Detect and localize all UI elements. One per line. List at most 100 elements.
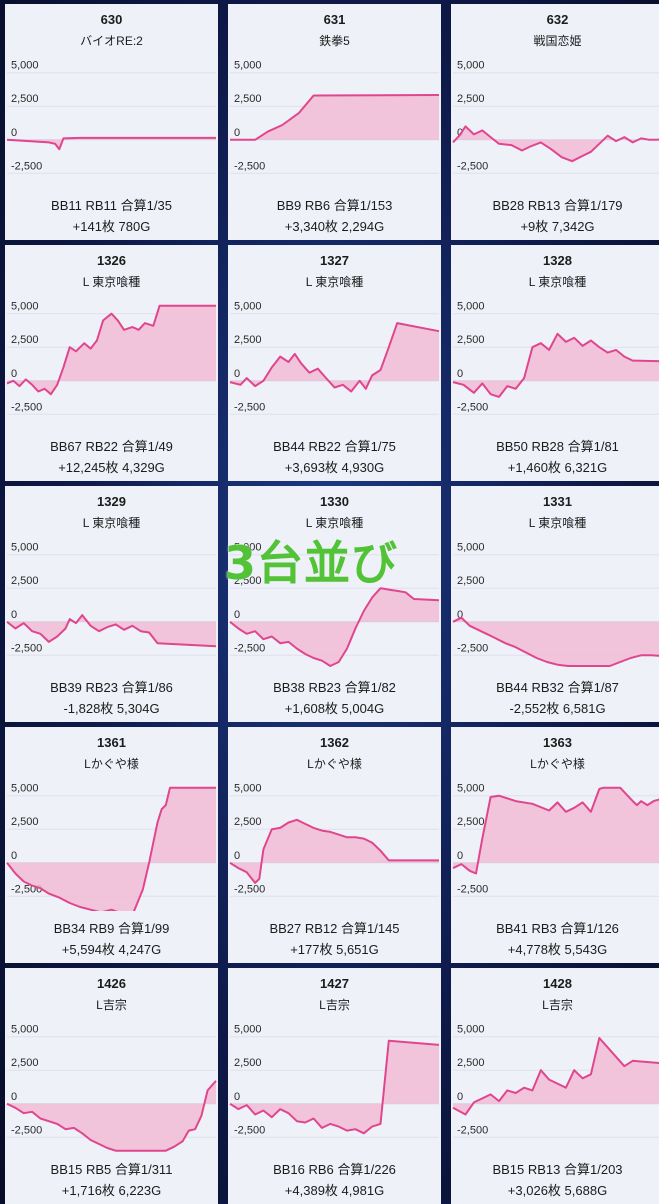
series-line bbox=[229, 322, 440, 393]
machine-card[interactable]: 1363 Lかぐや様 5,000 2,500 0 -2,500 BB41 RB3 合算1/1… bbox=[451, 727, 659, 963]
machine-card[interactable]: 1427 L吉宗 5,000 2,500 0 -2,500 BB16 RB6 合算1/226… bbox=[228, 968, 441, 1204]
machine-name: Lかぐや様 bbox=[530, 757, 585, 771]
result-stats: +1,716枚 6,223G bbox=[61, 1183, 162, 1198]
series-area bbox=[7, 137, 216, 150]
result-stats: +4,778枚 5,543G bbox=[507, 942, 608, 957]
machine-number: 1427 bbox=[320, 976, 349, 991]
y-tick-label: 2,500 bbox=[234, 816, 262, 828]
y-tick-label: 0 bbox=[234, 609, 240, 621]
result-stats: +9枚 7,342G bbox=[520, 219, 595, 234]
machine-card[interactable]: 630 バイオRE:2 5,000 2,500 0 -2,500 BB11 RB11 合算1… bbox=[5, 4, 218, 240]
machine-card[interactable]: 1331 L 東京喰種 5,000 2,500 0 -2,500 BB44 RB32 合算1… bbox=[451, 486, 659, 722]
y-tick-label: 5,000 bbox=[11, 301, 39, 313]
bonus-stats: BB38 RB23 合算1/82 bbox=[273, 680, 396, 695]
machine-number: 1327 bbox=[320, 253, 349, 268]
machine-card[interactable]: 1428 L吉宗 5,000 2,500 0 -2,500 BB15 RB13 合算1/20… bbox=[451, 968, 659, 1204]
machine-number: 1328 bbox=[543, 253, 572, 268]
series-area bbox=[453, 787, 659, 874]
machine-card[interactable]: 1361 Lかぐや様 5,000 2,500 0 -2,500 BB34 RB9 合算1/9… bbox=[5, 727, 218, 963]
series-area bbox=[230, 95, 439, 140]
y-tick-label: 2,500 bbox=[234, 334, 262, 346]
machine-card[interactable]: 1362 Lかぐや様 5,000 2,500 0 -2,500 BB27 RB12 合算1/… bbox=[228, 727, 441, 963]
y-tick-label: -2,500 bbox=[457, 160, 488, 172]
y-tick-label: 5,000 bbox=[457, 301, 485, 313]
machine-card[interactable]: 1328 L 東京喰種 5,000 2,500 0 -2,500 BB50 RB28 合算1… bbox=[451, 245, 659, 481]
y-tick-label: 2,500 bbox=[11, 93, 39, 105]
bonus-stats: BB9 RB6 合算1/153 bbox=[276, 198, 393, 213]
machine-card[interactable]: 632 戦国恋姫 5,000 2,500 0 -2,500 BB28 RB13 合算1/17… bbox=[451, 4, 659, 240]
machine-card[interactable]: 631 鉄拳5 5,000 2,500 0 -2,500 BB9 RB6 合算1/153 +3… bbox=[228, 4, 441, 240]
series-line bbox=[229, 818, 439, 884]
series-area bbox=[230, 819, 439, 883]
series-line bbox=[452, 125, 659, 163]
bonus-stats: BB44 RB32 合算1/87 bbox=[496, 680, 619, 695]
y-tick-label: 5,000 bbox=[11, 60, 39, 72]
y-tick-label: -2,500 bbox=[11, 401, 42, 413]
bonus-stats: BB41 RB3 合算1/126 bbox=[496, 921, 619, 936]
bonus-stats: BB11 RB11 合算1/35 bbox=[51, 198, 172, 213]
machine-number: 1361 bbox=[97, 735, 126, 750]
result-stats: +141枚 780G bbox=[72, 219, 151, 234]
overlay-caption: 3台並び bbox=[224, 536, 399, 590]
y-tick-label: 2,500 bbox=[234, 1057, 262, 1069]
machine-name: L 東京喰種 bbox=[305, 275, 364, 289]
machine-card[interactable]: 1326 L 東京喰種 5,000 2,500 0 -2,500 BB67 RB22 合算1… bbox=[5, 245, 218, 481]
machine-name: 戦国恋姫 bbox=[533, 34, 582, 48]
y-tick-label: 5,000 bbox=[457, 60, 485, 72]
bonus-stats: BB50 RB28 合算1/81 bbox=[496, 439, 619, 454]
y-tick-label: 0 bbox=[234, 368, 240, 380]
machine-card[interactable]: 1426 L吉宗 5,000 2,500 0 -2,500 BB15 RB5 合算1/311… bbox=[5, 968, 218, 1204]
series-area bbox=[7, 787, 216, 911]
y-tick-label: -2,500 bbox=[457, 642, 488, 654]
series-area bbox=[230, 1040, 439, 1134]
machine-card[interactable]: 1329 L 東京喰種 5,000 2,500 0 -2,500 BB39 RB23 合算1… bbox=[5, 486, 218, 722]
bonus-stats: BB44 RB22 合算1/75 bbox=[273, 439, 396, 454]
machine-name: L吉宗 bbox=[96, 998, 127, 1012]
machine-number: 1331 bbox=[543, 494, 572, 509]
result-stats: +3,693枚 4,930G bbox=[284, 460, 385, 475]
y-tick-label: 0 bbox=[11, 127, 17, 139]
y-tick-label: 5,000 bbox=[234, 301, 262, 313]
y-tick-label: 5,000 bbox=[457, 1024, 485, 1036]
bonus-stats: BB27 RB12 合算1/145 bbox=[269, 921, 400, 936]
y-tick-label: 5,000 bbox=[11, 783, 39, 795]
result-stats: +3,026枚 5,688G bbox=[507, 1183, 608, 1198]
y-tick-label: 2,500 bbox=[234, 93, 262, 105]
y-tick-label: -2,500 bbox=[234, 160, 265, 172]
machine-card[interactable]: 1330 L 東京喰種 5,000 2,500 0 -2,500 BB38 RB23 合算1… bbox=[228, 486, 441, 722]
machine-card[interactable]: 1327 L 東京喰種 5,000 2,500 0 -2,500 BB44 RB22 合算1… bbox=[228, 245, 441, 481]
result-stats: +4,389枚 4,981G bbox=[284, 1183, 385, 1198]
bonus-stats: BB28 RB13 合算1/179 bbox=[492, 198, 623, 213]
series-line bbox=[230, 94, 440, 141]
machine-name: L 東京喰種 bbox=[305, 516, 364, 530]
y-tick-label: -2,500 bbox=[457, 401, 488, 413]
series-line bbox=[452, 332, 659, 398]
y-tick-label: 0 bbox=[457, 609, 463, 621]
machine-number: 631 bbox=[323, 12, 346, 27]
y-tick-label: 5,000 bbox=[234, 60, 262, 72]
result-stats: +1,460枚 6,321G bbox=[507, 460, 608, 475]
y-tick-label: 0 bbox=[457, 850, 463, 862]
y-tick-label: -2,500 bbox=[234, 1124, 265, 1136]
y-tick-label: -2,500 bbox=[457, 1124, 488, 1136]
y-tick-label: 2,500 bbox=[457, 575, 485, 587]
y-tick-label: -2,500 bbox=[234, 401, 265, 413]
y-tick-label: 5,000 bbox=[234, 542, 262, 554]
y-tick-label: 0 bbox=[457, 1091, 463, 1103]
series-area bbox=[7, 305, 216, 395]
series-line bbox=[6, 786, 216, 911]
y-tick-label: 5,000 bbox=[234, 783, 262, 795]
machine-name: Lかぐや様 bbox=[307, 757, 362, 771]
machine-name: L吉宗 bbox=[319, 998, 350, 1012]
y-tick-label: 2,500 bbox=[457, 334, 485, 346]
bonus-stats: BB39 RB23 合算1/86 bbox=[50, 680, 173, 695]
machine-number: 1330 bbox=[320, 494, 349, 509]
machine-name: L 東京喰種 bbox=[82, 516, 141, 530]
y-tick-label: 0 bbox=[234, 1091, 240, 1103]
